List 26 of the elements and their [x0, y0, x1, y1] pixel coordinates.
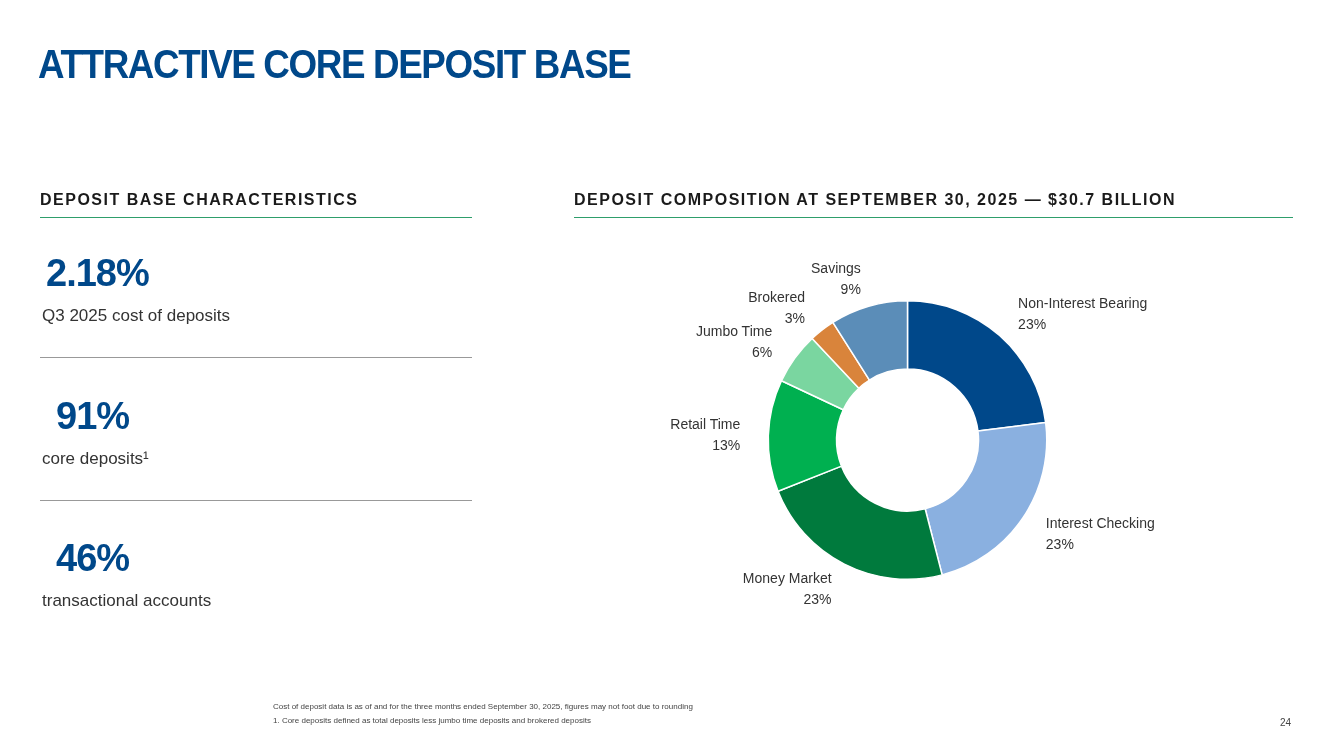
data-label: 23%: [1045, 535, 1074, 552]
slice-label: Non-Interest Bearing: [1018, 295, 1148, 312]
slice-label: Brokered: [748, 288, 805, 305]
text: 24: [1280, 717, 1292, 728]
text: Q3 2025 cost of deposits: [42, 306, 231, 326]
slice-label: Interest Checking: [1045, 514, 1155, 531]
data-label: 3%: [784, 309, 805, 326]
text: ATTRACTIVE CORE DEPOSIT BASE: [38, 42, 631, 87]
text: 91%: [56, 395, 130, 438]
slice-label: Retail Time: [670, 415, 741, 432]
data-label: 23%: [803, 590, 832, 607]
text: DEPOSIT BASE CHARACTERISTICS: [40, 191, 472, 218]
text: 2.18%: [46, 252, 149, 295]
data-label: 6%: [751, 343, 773, 360]
slice-label: Money Market: [742, 569, 832, 586]
data-label: 9%: [840, 281, 861, 298]
text: transactional accounts: [42, 591, 212, 611]
data-label: 13%: [712, 436, 741, 453]
slice-label: Savings: [811, 260, 861, 277]
chart-title: DEPOSIT COMPOSITION AT SEPTEMBER 30, 2025 — $30.7 BILLION: [574, 191, 1293, 218]
text: 1. Core deposits defined as total deposits less jumbo time deposits and brokered deposits: [273, 716, 591, 725]
slice-label: Jumbo Time: [695, 322, 773, 339]
data-label: 23%: [1018, 316, 1047, 333]
text: 46%: [56, 537, 130, 580]
text: core deposits¹: [42, 449, 149, 469]
text: Cost of deposit data is as of and for the three months ended September 30, 2025, figures may not foot due to rounding: [273, 702, 693, 711]
